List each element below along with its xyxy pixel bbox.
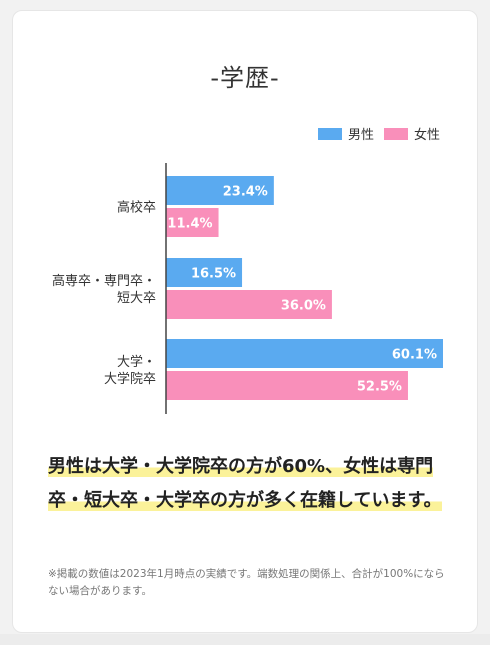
bar-male-2 — [166, 339, 443, 368]
bar-value-label: 60.1% — [392, 348, 437, 363]
legend-swatch-male — [318, 127, 342, 140]
bar-female-0 — [166, 208, 219, 237]
category-label: 大学院卒 — [104, 371, 156, 387]
bar-female-1 — [166, 290, 332, 319]
legend: 男性 女性 — [318, 124, 440, 143]
legend-label-female: 女性 — [414, 128, 441, 143]
bar-male-1 — [166, 258, 243, 287]
conclusion-highlight: 男性は大学・大学院卒の方が60%、女性は専門卒・短大卒・大学卒の方が多く在籍して… — [48, 456, 442, 511]
chart-title: -学歴- — [210, 64, 280, 92]
bar-value-label: 36.0% — [281, 299, 326, 314]
legend-label-male: 男性 — [348, 128, 375, 143]
category-label: 高校卒 — [117, 200, 156, 216]
category-label: 高専卒・専門卒・ — [52, 273, 156, 289]
category-label: 短大卒 — [117, 291, 156, 306]
page-bottom-bar — [0, 634, 490, 645]
bar-value-label: 23.4% — [223, 185, 268, 200]
category-label: 大学・ — [117, 354, 156, 370]
conclusion-text: 男性は大学・大学院卒の方が60%、女性は専門卒・短大卒・大学卒の方が多く在籍して… — [48, 450, 448, 518]
chart-card — [12, 10, 478, 633]
bar-value-label: 52.5% — [357, 380, 402, 395]
bar-male-0 — [166, 176, 274, 205]
footnote: ※掲載の数値は2023年1月時点の実績です。端数処理の関係上、合計が100%にな… — [48, 568, 445, 597]
bar-value-label: 16.5% — [191, 267, 236, 282]
bar-female-2 — [166, 371, 408, 400]
bar-value-label: 11.4% — [167, 217, 212, 232]
legend-item-male: 男性 — [318, 124, 374, 143]
legend-item-female: 女性 — [384, 124, 440, 143]
legend-swatch-female — [384, 127, 409, 140]
